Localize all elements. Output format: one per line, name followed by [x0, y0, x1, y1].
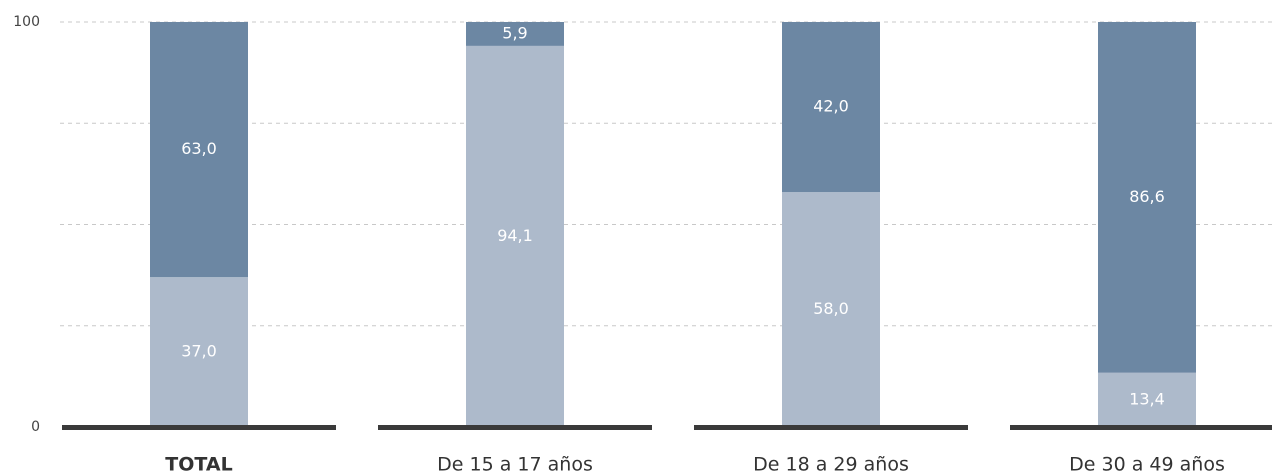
y-tick-label: 0	[31, 419, 40, 435]
x-tick-label: TOTAL	[165, 454, 232, 474]
bar-segment	[782, 22, 880, 193]
value-label: 86,6	[1129, 187, 1165, 206]
y-tick-label: 100	[13, 14, 40, 30]
baseline	[694, 425, 968, 430]
baseline	[378, 425, 652, 430]
bar-segment	[1098, 372, 1196, 427]
x-tick-label: De 15 a 17 años	[437, 454, 593, 474]
baseline	[1010, 425, 1272, 430]
value-label: 63,0	[181, 139, 217, 158]
value-label: 94,1	[497, 226, 533, 245]
x-tick-label: De 18 a 29 años	[753, 454, 909, 474]
x-tick-label: De 30 a 49 años	[1069, 454, 1225, 474]
bar-segment	[782, 192, 880, 427]
value-label: 13,4	[1129, 389, 1165, 408]
bar-segment	[1098, 22, 1196, 373]
baseline	[62, 425, 336, 430]
value-label: 58,0	[813, 299, 849, 318]
bar-segment	[150, 277, 248, 427]
value-label: 42,0	[813, 97, 849, 116]
bar-segment	[466, 22, 564, 46]
bar-segment	[150, 22, 248, 278]
value-label: 37,0	[181, 342, 217, 361]
bar-segment	[466, 45, 564, 428]
value-label: 5,9	[502, 23, 527, 42]
